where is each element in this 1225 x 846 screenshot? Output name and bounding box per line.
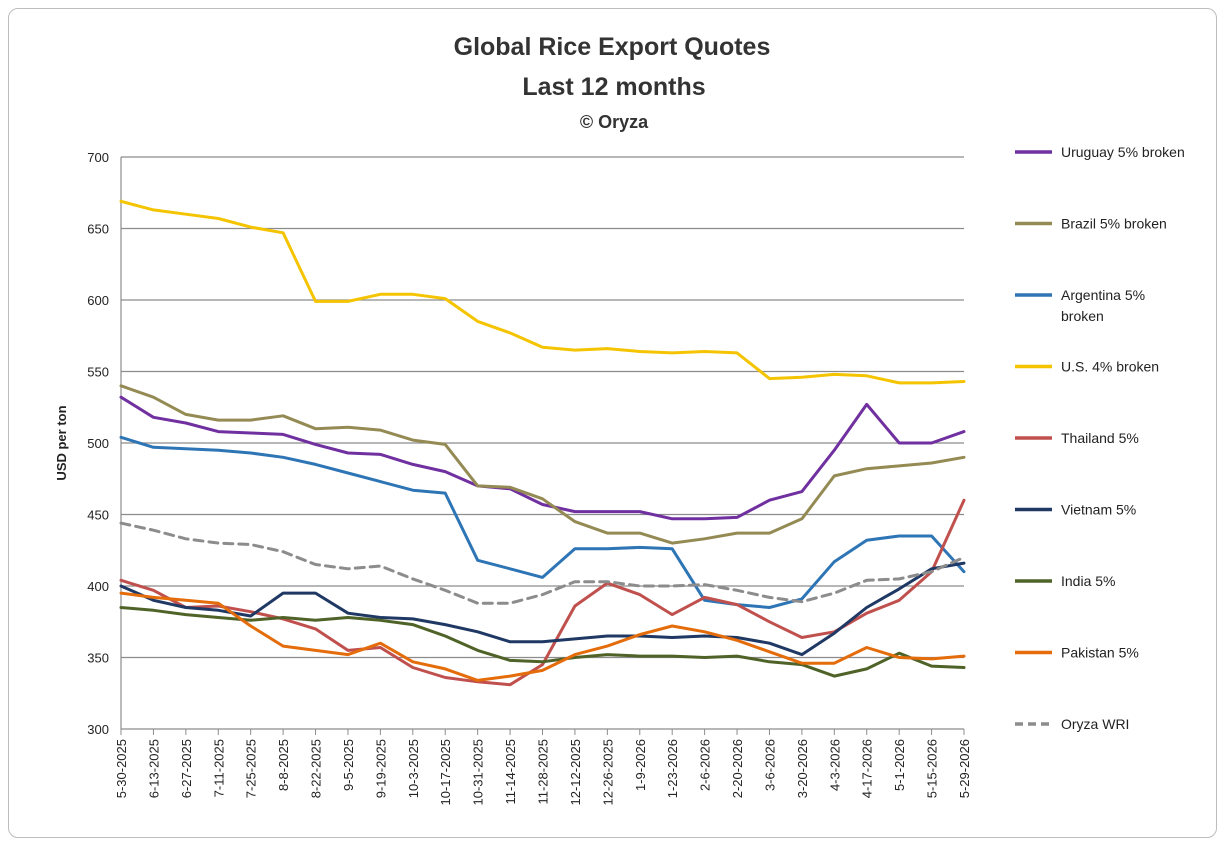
series-line [119,435,966,609]
x-tick-label: 6-27-2025 [179,739,194,798]
y-tick-label: 650 [87,222,109,237]
y-tick-labels: 300 350 400 450 500 550 600 650 700 [87,150,109,737]
legend: Uruguay 5% broken Brazil 5% broken Argenti… [1015,144,1185,732]
x-tick-label: 10-17-2025 [438,739,453,806]
x-tick-label: 3-6-2026 [762,739,777,791]
x-tick-label: 1-9-2026 [633,739,648,791]
series-line [119,521,966,605]
x-tick-label: 1-23-2026 [665,739,680,798]
series-line [119,395,966,521]
y-tick-label: 400 [87,579,109,594]
legend-label: Brazil 5% broken [1061,216,1167,232]
x-tick-labels: 5-30-2025 6-13-2025 6-27-2025 7-11-2025 7-25… [114,739,972,806]
x-tick-label: 2-20-2026 [730,739,745,798]
y-axis-label: USD per ton [54,405,69,480]
x-tick-label: 9-5-2025 [341,739,356,791]
x-tick-label: 12-26-2025 [600,739,615,806]
series-line [119,498,966,687]
legend-label: U.S. 4% broken [1061,359,1159,375]
x-tick-label: 5-1-2026 [892,739,907,791]
x-tick-label: 5-15-2026 [925,739,940,798]
chart-title: Global Rice Export Quotes [454,33,771,61]
axes [120,157,965,735]
x-tick-label: 4-3-2026 [827,739,842,791]
legend-label: Vietnam 5% [1061,502,1136,518]
chart-frame [8,8,1217,838]
x-tick-label: 11-28-2025 [536,739,551,805]
series-line [119,606,966,678]
legend-label: Argentina 5% broken [1061,287,1145,324]
x-tick-label: 5-29-2026 [957,739,972,798]
y-tick-label: 300 [87,722,109,737]
legend-label: India 5% [1061,573,1115,589]
series-line [119,199,966,385]
x-tick-label: 7-25-2025 [244,739,259,798]
x-tick-label: 10-31-2025 [471,739,486,806]
y-tick-label: 450 [87,508,109,523]
legend-label: Pakistan 5% [1061,645,1139,661]
legend-label: Oryza WRI [1061,716,1129,732]
y-tick-label: 500 [87,436,109,451]
y-tick-label: 550 [87,365,109,380]
x-tick-label: 11-14-2025 [503,739,518,805]
x-tick-label: 2-6-2026 [698,739,713,791]
y-tick-label: 350 [87,651,109,666]
legend-label: Uruguay 5% broken [1061,144,1185,160]
x-tick-label: 12-12-2025 [568,739,583,806]
chart-copyright: © Oryza [580,112,649,132]
series-line [119,591,966,682]
x-tick-label: 10-3-2025 [406,739,421,798]
x-tick-label: 3-20-2026 [795,739,810,798]
series-lines [119,199,966,687]
chart-subtitle: Last 12 months [522,73,705,101]
x-tick-label: 9-19-2025 [373,739,388,798]
y-tick-label: 600 [87,293,109,308]
x-tick-label: 8-22-2025 [309,739,324,798]
x-tick-label: 4-17-2026 [860,739,875,798]
y-tick-label: 700 [87,150,109,165]
series-line [119,561,966,657]
series-line [119,384,966,545]
x-tick-label: 7-11-2025 [211,739,226,797]
x-tick-label: 5-30-2025 [114,739,129,798]
x-tick-label: 6-13-2025 [146,739,161,798]
gridlines [121,156,964,659]
x-tick-label: 8-8-2025 [276,739,291,791]
legend-label: Thailand 5% [1061,430,1139,446]
